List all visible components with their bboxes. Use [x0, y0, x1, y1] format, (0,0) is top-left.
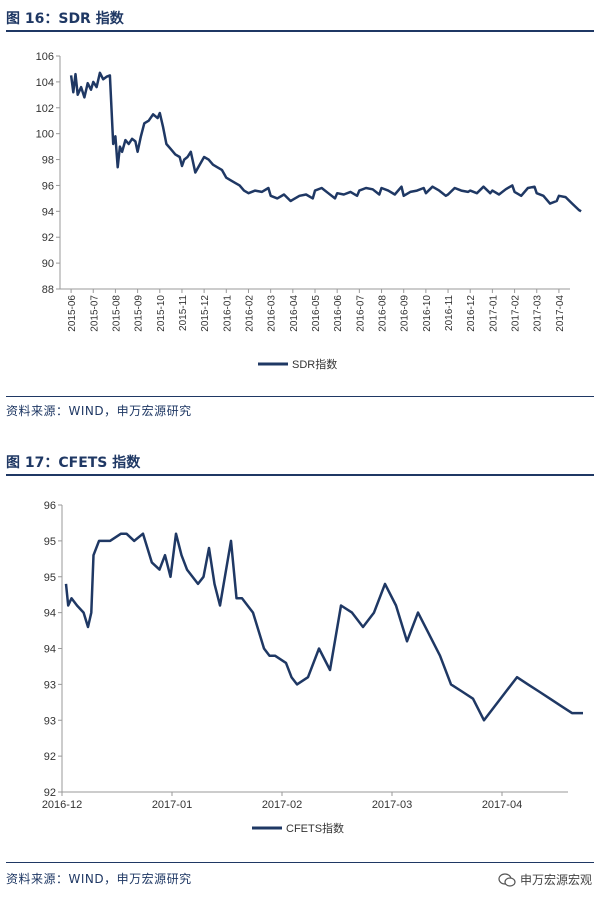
cfets-chart: 92 92 93 93 94 94 95 95 96 2016-12 2017-01 2017-02 2… — [0, 476, 600, 864]
figure-16-rule — [6, 30, 594, 32]
y-tick-label: 93 — [44, 679, 56, 691]
x-tick-label: 2017-03 — [533, 295, 544, 332]
y-tick-label: 95 — [44, 572, 56, 584]
x-tick-label: 2016-12 — [466, 295, 477, 332]
y-tick-label: 88 — [42, 284, 54, 296]
x-tick-label: 2015-07 — [89, 295, 100, 332]
y-tick-label: 92 — [44, 787, 56, 799]
x-tick-label: 2015-10 — [156, 295, 167, 332]
y-tick-label: 96 — [42, 180, 54, 192]
x-tick-label: 2016-03 — [267, 295, 278, 332]
x-tick-label: 2017-04 — [555, 295, 566, 332]
x-tick-label: 2017-01 — [488, 295, 499, 332]
wechat-icon — [498, 872, 516, 887]
y-tick-label: 106 — [36, 51, 54, 63]
y-tick-label: 90 — [42, 258, 54, 270]
x-tick-label: 2015-06 — [67, 295, 78, 332]
x-tick-label: 2015-11 — [178, 295, 189, 331]
x-tick-label: 2016-09 — [400, 295, 411, 332]
x-tick-label: 2016-06 — [333, 295, 344, 332]
x-tick-label: 2016-05 — [311, 295, 322, 332]
figure-17-bottom-rule — [6, 862, 594, 863]
y-tick-label: 94 — [44, 644, 56, 656]
watermark: 申万宏源宏观 — [498, 871, 592, 888]
x-tick-label: 2016-12 — [42, 799, 82, 811]
x-tick-label: 2016-04 — [289, 295, 300, 332]
y-tick-label: 95 — [44, 536, 56, 548]
y-tick-label: 94 — [44, 608, 56, 620]
x-tick-label: 2017-03 — [372, 799, 412, 811]
y-tick-label: 92 — [44, 751, 56, 763]
figure-17-rule — [6, 474, 594, 476]
x-tick-label: 2017-02 — [511, 295, 522, 332]
x-tick-label: 2017-01 — [152, 799, 192, 811]
cfets-chart-svg: 92 92 93 93 94 94 95 95 96 2016-12 2017-01 2017-02 2… — [42, 500, 583, 835]
x-tick-label: 2017-02 — [262, 799, 302, 811]
sdr-chart: 88 90 92 94 96 98 100 102 104 106 2015-06 2015-07 20… — [0, 32, 600, 391]
x-tick-label: 2016-07 — [355, 295, 366, 332]
figure-17-source: 资料来源：WIND，申万宏源研究 — [6, 872, 192, 886]
x-tick-label: 2015-08 — [111, 295, 122, 332]
figure-16-bottom-rule — [6, 396, 594, 397]
y-tick-label: 100 — [36, 129, 54, 141]
y-tick-label: 93 — [44, 715, 56, 727]
figure-16-source: 资料来源：WIND，申万宏源研究 — [6, 404, 192, 418]
x-tick-label: 2015-12 — [200, 295, 211, 332]
y-tick-label: 98 — [42, 155, 54, 167]
x-tick-label: 2017-04 — [482, 799, 522, 811]
figure-17-title: 图 17：CFETS 指数 — [6, 455, 141, 471]
x-tick-label: 2016-02 — [244, 295, 255, 332]
x-tick-label: 2016-10 — [422, 295, 433, 332]
series-line-SDR指数 — [69, 71, 582, 213]
x-tick-label: 2015-09 — [134, 295, 145, 332]
y-tick-label: 94 — [42, 206, 54, 218]
figure-16-title: 图 16：SDR 指数 — [6, 11, 124, 27]
y-tick-label: 102 — [36, 103, 54, 115]
y-tick-label: 92 — [42, 232, 54, 244]
watermark-text: 申万宏源宏观 — [519, 873, 592, 887]
x-tick-label: 2016-01 — [222, 295, 233, 332]
legend-label: CFETS指数 — [286, 821, 344, 835]
x-tick-label: 2016-08 — [378, 295, 389, 332]
legend-label: SDR指数 — [292, 357, 337, 371]
series-line-CFETS指数 — [64, 532, 583, 722]
y-tick-label: 96 — [44, 500, 56, 512]
sdr-chart-svg: 88 90 92 94 96 98 100 102 104 106 2015-06 2015-07 20… — [36, 51, 582, 371]
y-tick-label: 104 — [36, 77, 54, 89]
x-tick-label: 2016-11 — [444, 295, 455, 331]
